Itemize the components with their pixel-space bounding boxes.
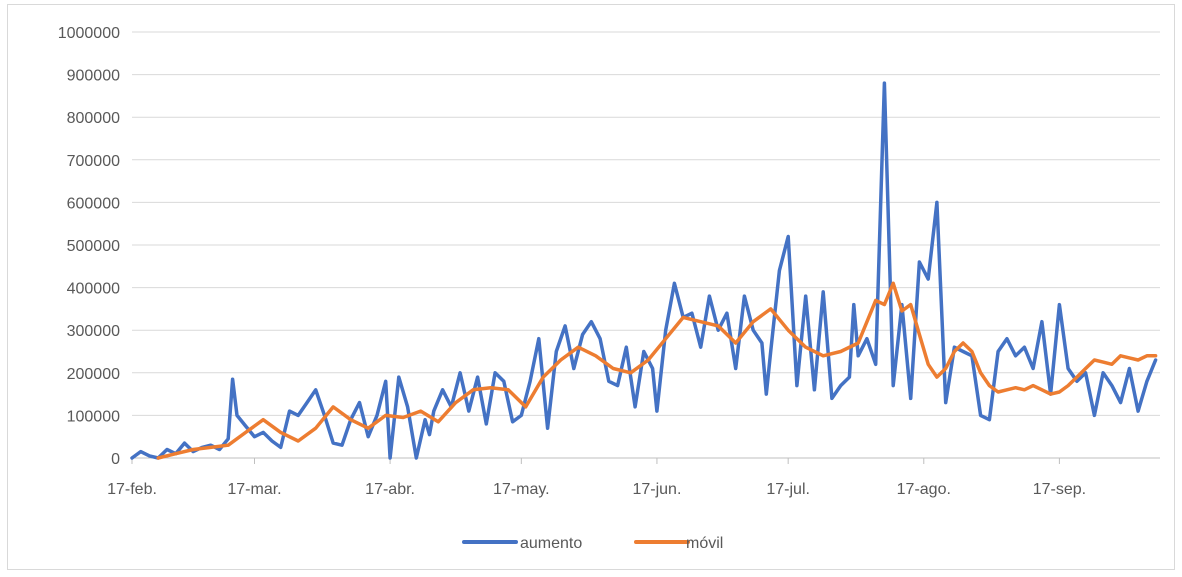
y-tick-label: 100000 [67, 408, 120, 425]
y-tick-label: 300000 [67, 323, 120, 340]
x-tick-label: 17-ago. [897, 481, 951, 498]
series-line-aumento [130, 81, 1158, 460]
y-tick-label: 1000000 [58, 25, 120, 42]
legend-label-aumento: aumento [520, 535, 582, 552]
chart-frame [7, 4, 1175, 570]
x-tick-label: 17-jul. [766, 481, 810, 498]
series-lines [130, 81, 1158, 460]
y-tick-label: 700000 [67, 153, 120, 170]
x-tick-label: 17-mar. [227, 481, 281, 498]
y-tick-label: 800000 [67, 110, 120, 127]
y-tick-label: 0 [111, 451, 120, 468]
x-tick-label: 17-sep. [1033, 481, 1086, 498]
y-tick-label: 400000 [67, 281, 120, 298]
x-axis-tick-labels: 17-feb. 17-mar. 17-abr. 17-may. 17-jun. 17-ju… [107, 481, 1086, 498]
y-tick-label: 200000 [67, 366, 120, 383]
legend-label-móvil: móvil [686, 535, 723, 552]
x-tick-label: 17-may. [493, 481, 550, 498]
legend: aumento móvil [462, 535, 723, 552]
x-axis [131, 457, 1160, 464]
y-tick-label: 500000 [67, 238, 120, 255]
y-tick-label: 900000 [67, 68, 120, 85]
series-line-móvil [156, 281, 1158, 460]
x-tick-label: 17-abr. [365, 481, 415, 498]
x-tick-label: 17-jun. [632, 481, 681, 498]
x-tick-label: 17-feb. [107, 481, 157, 498]
y-axis-tick-labels: 0 100000 200000 300000 400000 500000 600000 700… [58, 25, 120, 468]
y-tick-label: 600000 [67, 195, 120, 212]
